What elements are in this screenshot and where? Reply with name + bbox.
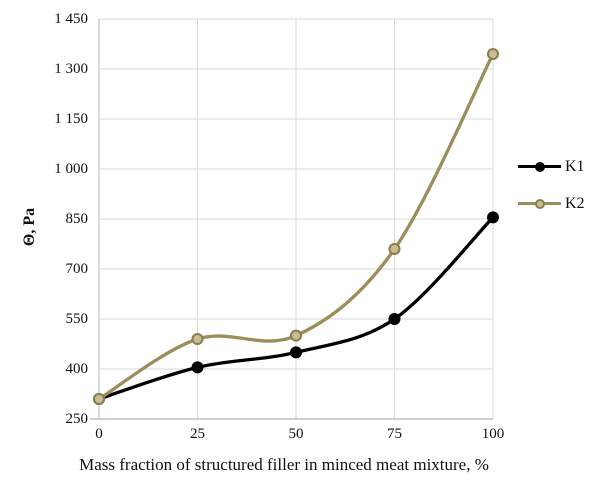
legend: K1 K2 <box>518 148 585 222</box>
legend-marker-icon-k2 <box>534 198 545 209</box>
data-point-k2 <box>487 48 499 60</box>
legend-label-k1: K1 <box>565 157 585 175</box>
y-tick-label: 1 150 <box>54 110 88 127</box>
data-point-k2 <box>191 333 204 345</box>
y-tick-label: 850 <box>65 210 89 227</box>
x-tick-label: 75 <box>387 426 402 442</box>
series-line-k2 <box>97 52 495 401</box>
x-tick-label: 0 <box>95 426 103 442</box>
x-tick-label: 100 <box>481 426 505 442</box>
y-tick-label: 400 <box>65 360 89 377</box>
y-tick-label: 550 <box>65 310 89 327</box>
data-point-k2 <box>290 329 302 342</box>
data-point-k2 <box>93 393 105 405</box>
x-tick-label: 50 <box>288 426 304 442</box>
legend-label-k2: K2 <box>565 194 585 212</box>
data-point-k1 <box>290 346 302 359</box>
y-tick-label: 250 <box>65 410 89 427</box>
data-point-k1 <box>487 211 499 224</box>
legend-line-swatch-k1 <box>518 161 561 172</box>
data-point-k2 <box>388 243 401 255</box>
data-point-k1 <box>191 361 204 374</box>
y-tick-label: 1 450 <box>54 10 88 27</box>
x-axis-title: Mass fraction of structured filler in mi… <box>79 455 489 474</box>
legend-line-swatch-k2 <box>518 198 561 209</box>
legend-item-k2: K2 <box>518 185 585 222</box>
data-point-k1 <box>388 313 401 325</box>
x-tick-label: 25 <box>190 426 205 442</box>
y-tick-label: 1 000 <box>54 160 88 177</box>
legend-marker-icon-k1 <box>534 161 545 172</box>
y-tick-label: 1 300 <box>54 60 88 77</box>
legend-item-k1: K1 <box>518 148 585 185</box>
y-tick-label: 700 <box>65 260 89 277</box>
y-axis-title: Θ, Pa <box>21 207 38 247</box>
